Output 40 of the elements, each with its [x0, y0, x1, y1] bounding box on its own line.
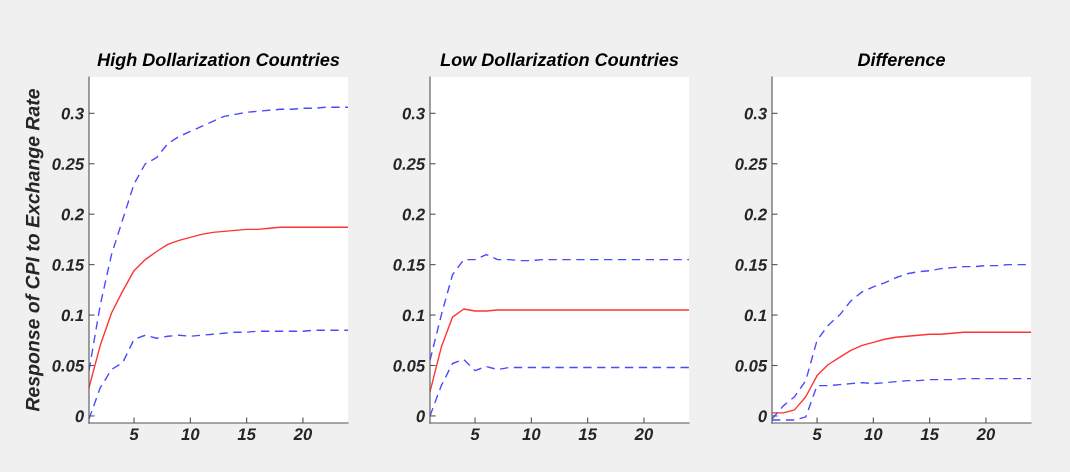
line-series: [89, 329, 348, 420]
y-tick-label: 0: [75, 410, 84, 423]
x-tick-label: 15: [578, 428, 598, 441]
y-tick-label: 0.05: [393, 359, 426, 372]
y-tick-label: 0.1: [61, 309, 84, 322]
x-tick-label: 20: [976, 428, 996, 441]
y-tick-label: 0.05: [52, 359, 85, 372]
line-series: [430, 358, 689, 417]
y-tick-label: 0.3: [744, 107, 767, 120]
x-tick-label: 10: [181, 428, 200, 441]
x-tick-label: 5: [470, 428, 480, 441]
y-tick-label: 0.15: [393, 259, 426, 271]
y-axis-title: Response of CPI to Exchange Rate: [25, 89, 44, 412]
y-tick-label: 0.05: [735, 359, 768, 372]
chart-title: Low Dollarization Countries: [440, 52, 679, 67]
x-tick-label: 15: [920, 428, 940, 441]
x-tick-label: 10: [522, 428, 541, 441]
y-tick-label: 0.25: [735, 158, 768, 170]
y-tick-label: 0.15: [52, 259, 85, 271]
x-tick-label: 20: [634, 428, 654, 441]
y-tick-label: 0.1: [744, 309, 767, 322]
y-tick-label: 0.15: [735, 259, 768, 271]
line-series: [772, 331, 1031, 414]
y-tick-label: 0.3: [61, 107, 84, 120]
y-tick-label: 0.2: [744, 208, 767, 221]
y-tick-label: 0.2: [61, 208, 84, 221]
chart-title: Difference: [857, 52, 945, 67]
y-tick-label: 0.25: [393, 158, 426, 170]
y-tick-label: 0.3: [402, 107, 425, 120]
y-tick-label: 0: [758, 410, 767, 423]
y-tick-label: 0.25: [52, 158, 85, 170]
x-tick-label: 15: [237, 428, 257, 441]
y-tick-label: 0.1: [402, 309, 425, 322]
x-tick-label: 20: [293, 428, 313, 441]
x-tick-label: 5: [812, 428, 822, 441]
y-tick-label: 0.2: [402, 208, 425, 221]
x-tick-label: 5: [129, 428, 139, 441]
x-tick-label: 10: [864, 428, 883, 441]
y-tick-label: 0: [416, 410, 425, 423]
chart-title: High Dollarization Countries: [97, 52, 340, 70]
